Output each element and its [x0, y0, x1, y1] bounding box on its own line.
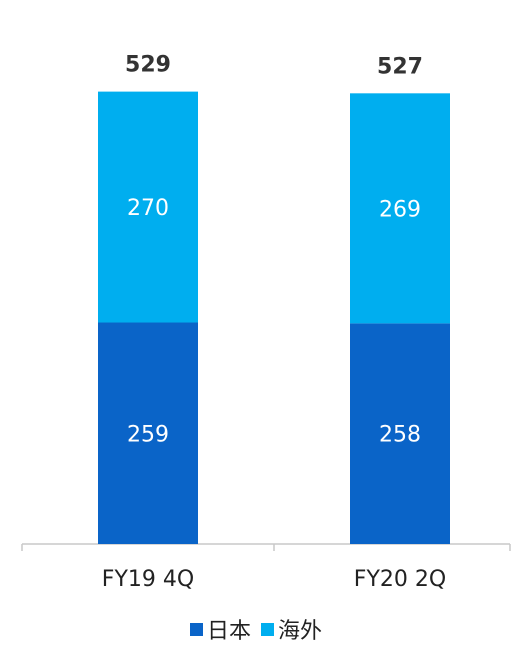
legend-item-overseas: 海外: [261, 613, 322, 645]
bar-japan-1: [98, 322, 198, 544]
total-label-2: 527: [377, 54, 423, 79]
legend-item-japan: 日本: [189, 613, 251, 645]
data-label-overseas-1: 270: [127, 196, 169, 221]
category-label-1: FY19 4Q: [102, 567, 194, 592]
legend-label-japan: 日本: [206, 619, 251, 644]
data-label-japan-2: 258: [379, 423, 421, 448]
legend-label-overseas: 海外: [278, 619, 323, 644]
legend-swatch-japan: [189, 622, 203, 636]
data-label-japan-1: 259: [127, 422, 169, 447]
data-label-overseas-2: 269: [379, 197, 421, 222]
legend-swatch-overseas: [261, 622, 274, 636]
bar-overseas-1: [98, 91, 198, 323]
bar-japan-2: [350, 323, 450, 544]
total-label-1: 529: [125, 53, 171, 78]
category-label-2: FY20 2Q: [354, 567, 446, 592]
legend: 日本 海外: [0, 614, 512, 644]
bar-overseas-2: [350, 93, 450, 324]
stacked-bar-chart: 259 270 529 FY19 4Q 258 269 527 FY20 2Q: [21, 53, 511, 592]
